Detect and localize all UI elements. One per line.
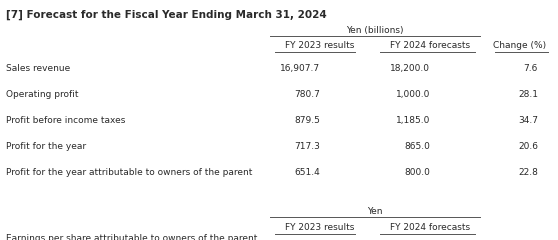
Text: FY 2024 forecasts: FY 2024 forecasts <box>390 223 470 232</box>
Text: 22.8: 22.8 <box>518 168 538 177</box>
Text: Operating profit: Operating profit <box>6 90 79 99</box>
Text: 34.7: 34.7 <box>518 116 538 125</box>
Text: 20.6: 20.6 <box>518 142 538 151</box>
Text: 18,200.0: 18,200.0 <box>390 64 430 73</box>
Text: 879.5: 879.5 <box>294 116 320 125</box>
Text: FY 2023 results: FY 2023 results <box>285 41 355 50</box>
Text: 651.4: 651.4 <box>294 168 320 177</box>
Text: Profit for the year attributable to owners of the parent: Profit for the year attributable to owne… <box>6 168 252 177</box>
Text: 7.6: 7.6 <box>523 64 538 73</box>
Text: Change (%): Change (%) <box>493 41 547 50</box>
Text: 16,907.7: 16,907.7 <box>280 64 320 73</box>
Text: 1,000.0: 1,000.0 <box>396 90 430 99</box>
Text: 28.1: 28.1 <box>518 90 538 99</box>
Text: Profit before income taxes: Profit before income taxes <box>6 116 126 125</box>
Text: 717.3: 717.3 <box>294 142 320 151</box>
Text: [7] Forecast for the Fiscal Year Ending March 31, 2024: [7] Forecast for the Fiscal Year Ending … <box>6 10 327 20</box>
Text: Yen (billions): Yen (billions) <box>347 26 404 35</box>
Text: Sales revenue: Sales revenue <box>6 64 70 73</box>
Text: 800.0: 800.0 <box>404 168 430 177</box>
Text: 865.0: 865.0 <box>404 142 430 151</box>
Text: Yen: Yen <box>367 207 383 216</box>
Text: Earnings per share attributable to owners of the parent: Earnings per share attributable to owner… <box>6 234 257 240</box>
Text: 1,185.0: 1,185.0 <box>396 116 430 125</box>
Text: 780.7: 780.7 <box>294 90 320 99</box>
Text: Profit for the year: Profit for the year <box>6 142 86 151</box>
Text: FY 2023 results: FY 2023 results <box>285 223 355 232</box>
Text: FY 2024 forecasts: FY 2024 forecasts <box>390 41 470 50</box>
